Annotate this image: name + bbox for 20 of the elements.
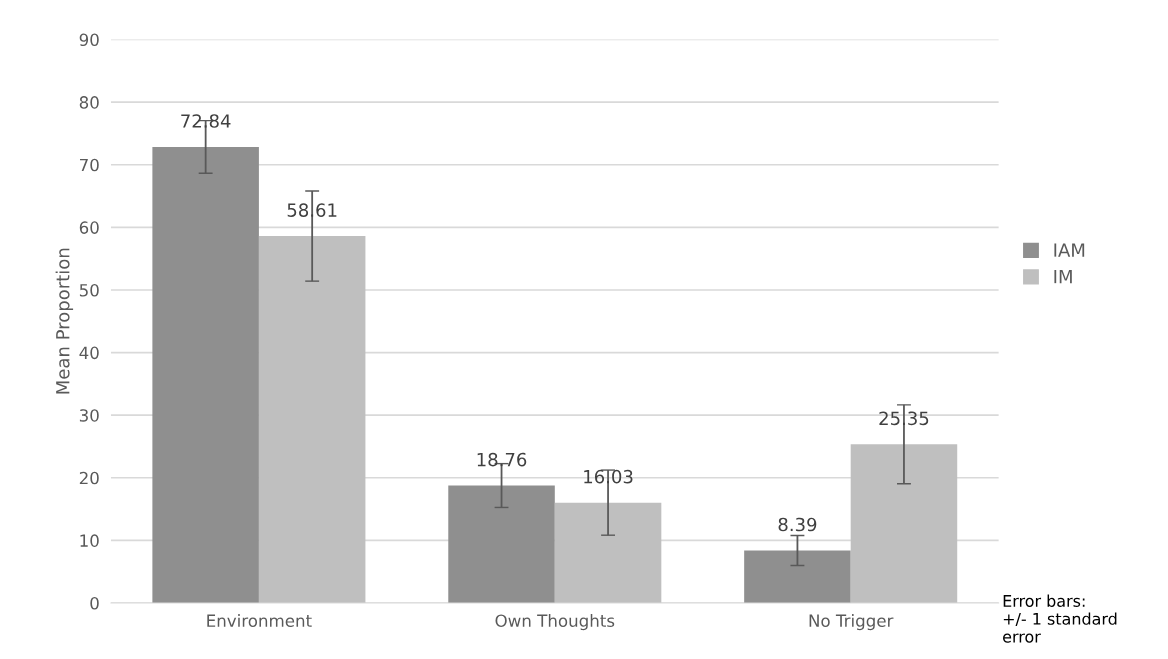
- y-tick-label: 20: [79, 471, 99, 485]
- legend-label: IAM: [1054, 243, 1085, 257]
- y-tick-label: 40: [79, 346, 99, 360]
- x-tick-label: No Trigger: [809, 614, 894, 631]
- y-tick-label: 80: [79, 96, 99, 109]
- y-tick-label: 10: [80, 534, 99, 547]
- y-tick-label: 90: [79, 33, 99, 47]
- y-tick-label: 30: [79, 409, 99, 422]
- data-label: 72.84: [181, 114, 231, 128]
- y-axis-title: Mean Proportion: [55, 248, 74, 394]
- y-tick-label: 0: [90, 596, 99, 610]
- legend-label: IM: [1054, 269, 1072, 284]
- text: Error bars: +/- 1 standard error: [1003, 594, 1117, 643]
- y-tick-label: 50: [79, 283, 99, 297]
- data-label: 18.76: [477, 452, 527, 467]
- y-tick-label: 60: [79, 221, 99, 234]
- data-label: 8.39: [778, 517, 817, 532]
- x-tick-label: Own Thoughts: [495, 614, 615, 631]
- y-tick-label: 70: [80, 158, 99, 172]
- x-tick-label: Environment: [207, 614, 312, 627]
